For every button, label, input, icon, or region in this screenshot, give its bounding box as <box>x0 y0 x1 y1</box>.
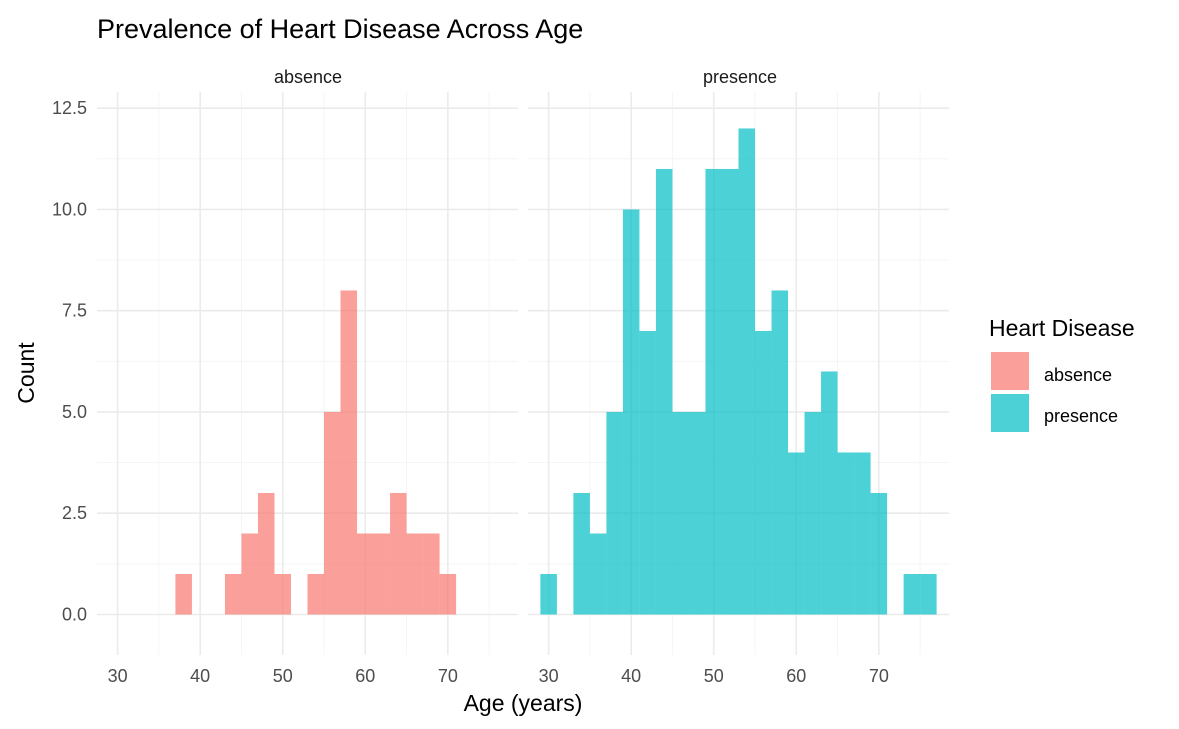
bar-presence <box>738 128 756 615</box>
legend-label-presence: presence <box>1044 406 1118 426</box>
bar-presence <box>622 209 640 615</box>
bars-presence <box>540 128 937 615</box>
bar-presence <box>721 168 739 615</box>
bar-presence <box>788 452 805 615</box>
panel-grid-absence <box>97 92 518 655</box>
y-tick-label: 10.0 <box>52 199 87 219</box>
bar-presence <box>672 411 689 615</box>
x-tick-label: 70 <box>869 666 889 686</box>
bar-absence <box>274 573 291 615</box>
bar-presence <box>837 452 855 615</box>
x-tick-label: 40 <box>190 666 210 686</box>
bars-absence <box>175 290 457 615</box>
facet-strip-presence: presence <box>703 67 777 87</box>
bar-absence <box>423 533 440 615</box>
bar-presence <box>688 411 706 615</box>
bar-presence <box>771 290 789 615</box>
x-tick-labels-presence: 30 40 50 60 70 <box>539 666 889 686</box>
x-tick-label: 50 <box>704 666 724 686</box>
legend-key-absence <box>991 352 1029 390</box>
bar-presence <box>821 371 838 615</box>
x-axis-title: Age (years) <box>464 690 583 716</box>
legend-label-absence: absence <box>1044 365 1112 385</box>
legend: Heart Disease absence presence <box>989 315 1135 432</box>
legend-title: Heart Disease <box>989 315 1135 341</box>
bar-presence <box>755 330 772 615</box>
y-tick-label: 5.0 <box>62 402 87 422</box>
legend-key-presence <box>991 394 1029 432</box>
bar-absence <box>357 533 374 615</box>
bar-presence <box>639 330 656 615</box>
bar-absence <box>406 533 424 615</box>
x-tick-label: 30 <box>108 666 128 686</box>
bar-presence <box>804 411 822 615</box>
bar-absence <box>241 533 258 615</box>
chart-title: Prevalence of Heart Disease Across Age <box>97 14 583 44</box>
y-tick-label: 2.5 <box>62 503 87 523</box>
bar-presence <box>540 573 557 615</box>
y-tick-label: 7.5 <box>62 301 87 321</box>
bar-absence <box>340 290 358 615</box>
y-axis-title: Count <box>13 342 39 404</box>
y-tick-labels: 0.0 2.5 5.0 7.5 10.0 12.5 <box>52 98 87 624</box>
bar-presence <box>606 411 623 615</box>
y-tick-label: 0.0 <box>62 604 87 624</box>
x-tick-label: 70 <box>438 666 458 686</box>
facet-panel-absence: absence 30 40 50 60 70 <box>97 67 518 686</box>
bar-absence <box>373 533 391 615</box>
x-tick-label: 30 <box>539 666 559 686</box>
bar-presence <box>573 492 590 615</box>
bar-presence <box>903 573 921 615</box>
x-tick-label: 60 <box>355 666 375 686</box>
bar-absence <box>324 411 341 615</box>
bar-presence <box>589 533 607 615</box>
bar-absence <box>224 573 242 615</box>
x-tick-label: 50 <box>273 666 293 686</box>
bar-presence <box>705 168 722 615</box>
facet-strip-absence: absence <box>274 67 342 87</box>
facet-panel-presence: presence 30 40 50 60 70 <box>528 67 949 686</box>
x-tick-label: 40 <box>621 666 641 686</box>
bar-presence <box>854 452 871 615</box>
bar-presence <box>655 168 673 615</box>
bar-absence <box>439 573 457 615</box>
x-tick-label: 60 <box>786 666 806 686</box>
y-tick-label: 12.5 <box>52 98 87 118</box>
bar-presence <box>920 573 937 615</box>
bar-presence <box>870 492 888 615</box>
bar-absence <box>390 492 407 615</box>
bar-absence <box>175 573 192 615</box>
bar-absence <box>257 492 275 615</box>
bar-absence <box>307 573 325 615</box>
x-tick-labels-absence: 30 40 50 60 70 <box>108 666 458 686</box>
